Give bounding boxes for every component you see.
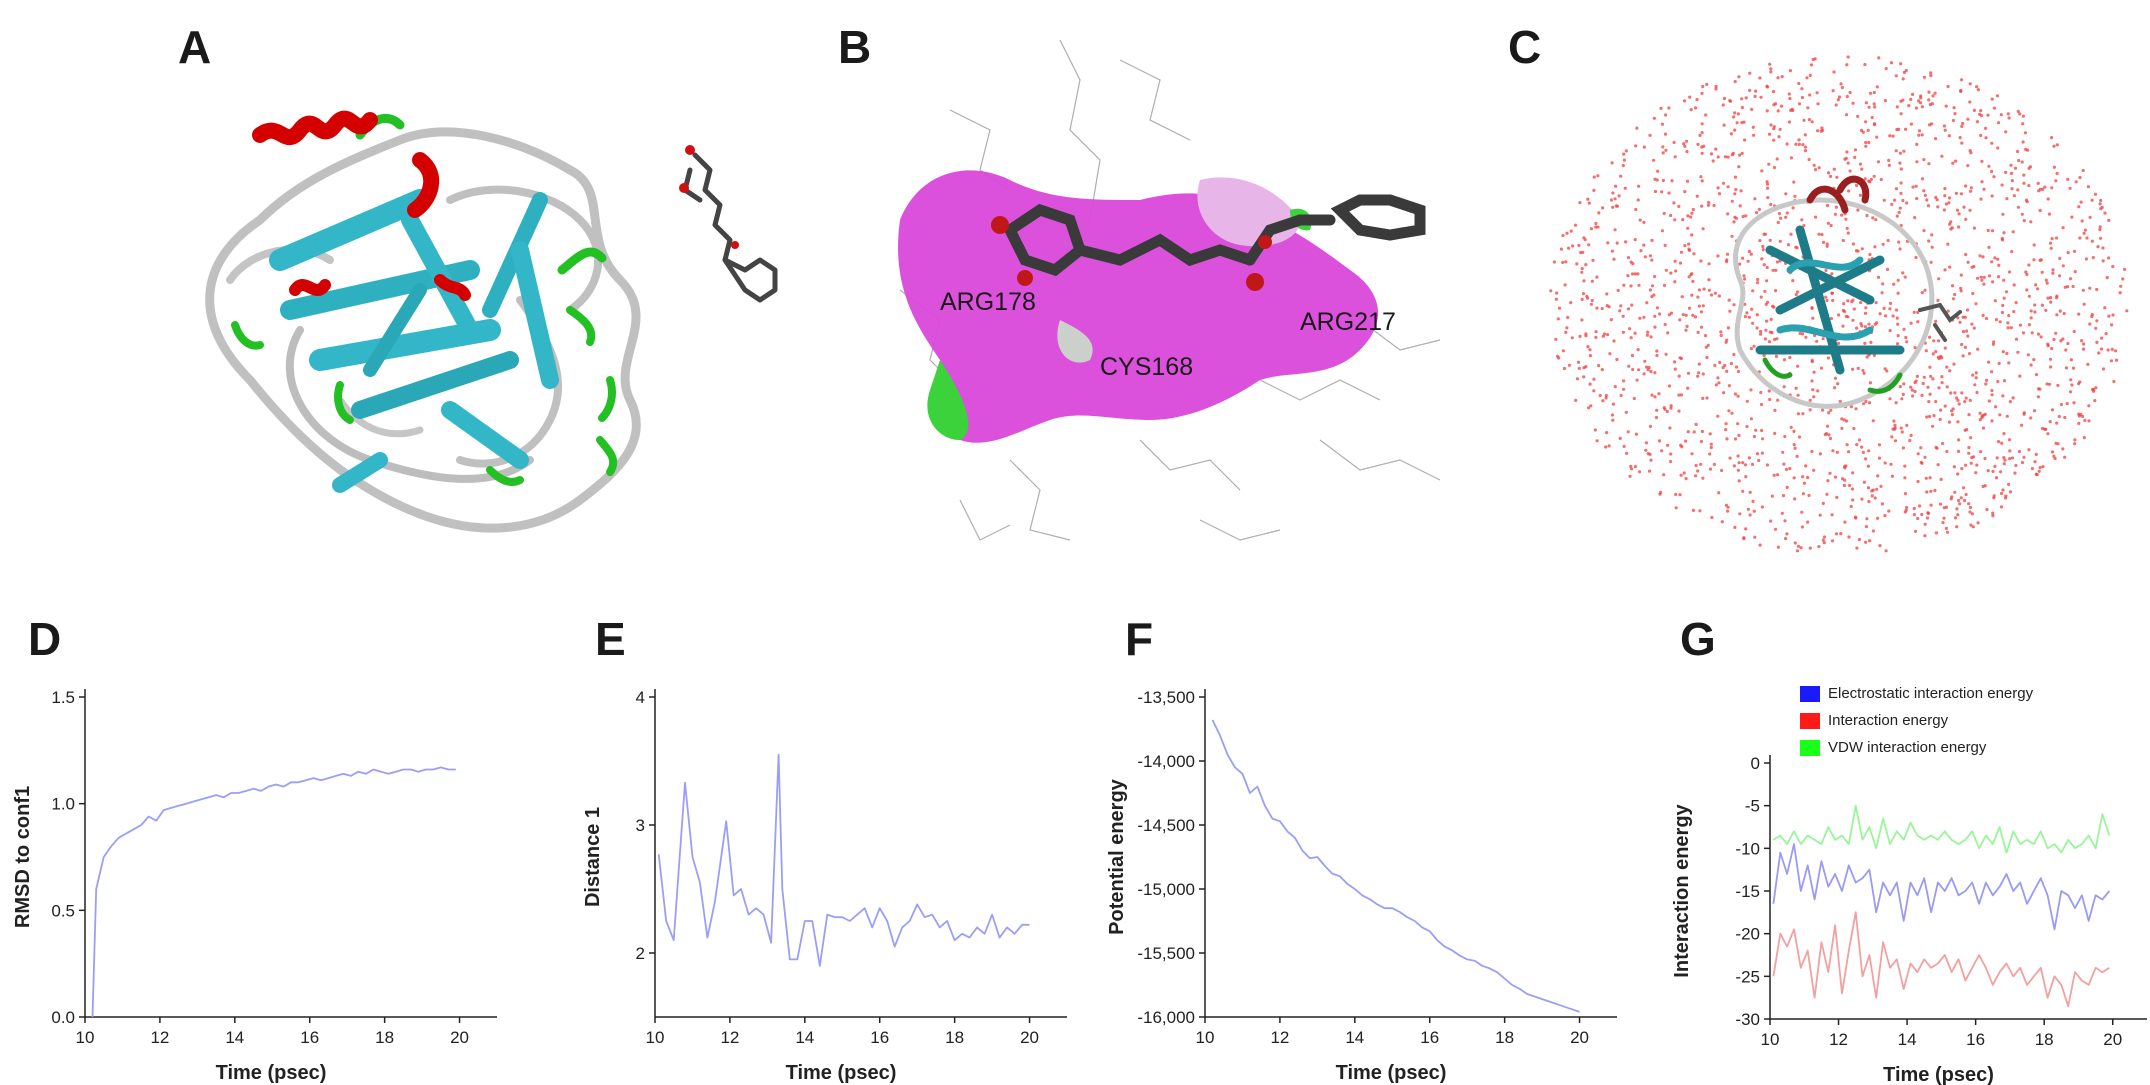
x-tick-label: 14 <box>225 1028 244 1047</box>
x-tick-label: 10 <box>1761 1030 1780 1049</box>
chart-g-series-line-2 <box>1772 911 2110 1008</box>
panel-label-g: G <box>1680 613 1716 665</box>
x-tick-label: 12 <box>1270 1028 1289 1047</box>
y-tick-label: 3 <box>636 816 645 835</box>
y-tick-label: -30 <box>1735 1010 1760 1029</box>
x-tick-label: 10 <box>646 1028 665 1047</box>
x-tick-label: 18 <box>945 1028 964 1047</box>
y-tick-label: 1.5 <box>51 688 75 707</box>
panel-label-a: A <box>178 21 212 73</box>
y-tick-label: -15,000 <box>1137 880 1195 899</box>
y-tick-label: -15,500 <box>1137 944 1195 963</box>
chart-f-y-axis-title: Potential energy <box>1106 778 1128 934</box>
legend-swatch <box>1800 712 1820 729</box>
legend-item-vdw: VDW interaction energy <box>1800 739 2033 756</box>
panel-label-c: C <box>1508 21 1542 73</box>
y-tick-label: 0.0 <box>51 1008 75 1027</box>
chart-e-x-axis-title: Time (psec) <box>786 1062 897 1084</box>
y-tick-label: -14,000 <box>1137 752 1195 771</box>
y-tick-label: 1.0 <box>51 795 75 814</box>
x-tick-label: 16 <box>1966 1030 1985 1049</box>
legend-swatch <box>1800 739 1820 756</box>
x-tick-label: 14 <box>795 1028 814 1047</box>
chart-d-series-line-1 <box>91 766 456 1018</box>
x-tick-label: 20 <box>450 1028 469 1047</box>
x-tick-label: 20 <box>1570 1028 1589 1047</box>
legend-swatch <box>1800 685 1820 702</box>
chart-f-x-axis-title: Time (psec) <box>1336 1062 1447 1084</box>
panel-label-d: D <box>28 613 62 665</box>
y-tick-label: -15 <box>1735 882 1760 901</box>
x-tick-label: 12 <box>1829 1030 1848 1049</box>
x-tick-label: 12 <box>720 1028 739 1047</box>
legend-label: VDW interaction energy <box>1828 739 1987 756</box>
legend-item-interaction: Interaction energy <box>1800 712 2033 729</box>
panel-label-e: E <box>595 613 626 665</box>
residue-label: CYS168 <box>1100 353 1193 381</box>
chart-e-series-line-1 <box>657 753 1030 967</box>
x-tick-label: 10 <box>76 1028 95 1047</box>
y-tick-label: -5 <box>1745 797 1760 816</box>
panel-label-f: F <box>1125 613 1154 665</box>
chart-e-y-axis-title: Distance 1 <box>582 807 604 907</box>
y-tick-label: 0 <box>1751 754 1760 773</box>
x-tick-label: 20 <box>2103 1030 2122 1049</box>
x-tick-label: 18 <box>1495 1028 1514 1047</box>
residue-label: ARG217 <box>1300 308 1396 336</box>
x-tick-label: 18 <box>375 1028 394 1047</box>
y-tick-label: -10 <box>1735 839 1760 858</box>
panel-label-b: B <box>838 21 872 73</box>
x-tick-label: 14 <box>1345 1028 1364 1047</box>
legend-label: Electrostatic interaction energy <box>1828 685 2034 702</box>
x-tick-label: 12 <box>150 1028 169 1047</box>
residue-label: ARG178 <box>940 288 1036 316</box>
chart-d-x-axis-title: Time (psec) <box>216 1062 327 1084</box>
y-tick-label: 2 <box>636 944 645 963</box>
y-tick-label: -13,500 <box>1137 688 1195 707</box>
x-tick-label: 10 <box>1196 1028 1215 1047</box>
y-tick-label: 0.5 <box>51 901 75 920</box>
y-tick-label: -20 <box>1735 925 1760 944</box>
chart-g-series-line-1 <box>1772 843 2110 931</box>
chart-d-y-axis-title: RMSD to conf1 <box>12 786 34 928</box>
x-tick-label: 16 <box>300 1028 319 1047</box>
x-tick-label: 16 <box>870 1028 889 1047</box>
chart-g-x-axis-title: Time (psec) <box>1883 1064 1994 1085</box>
legend-item-electrostatic: Electrostatic interaction energy <box>1800 685 2033 702</box>
x-tick-label: 16 <box>1420 1028 1439 1047</box>
chart-f-series-line-1 <box>1211 719 1580 1013</box>
legend-label: Interaction energy <box>1828 712 1949 729</box>
chart-g-legend: Electrostatic interaction energy Interac… <box>1800 685 2033 756</box>
y-tick-label: -14,500 <box>1137 816 1195 835</box>
x-tick-label: 18 <box>2035 1030 2054 1049</box>
binding-site-image: ARG178 CYS168 ARG217 <box>898 39 1441 541</box>
chart-g-y-axis-title: Interaction energy <box>1671 803 1693 977</box>
protein-ribbon-image <box>205 110 778 533</box>
x-tick-label: 20 <box>1020 1028 1039 1047</box>
y-tick-label: -25 <box>1735 967 1760 986</box>
y-tick-label: 4 <box>636 688 645 707</box>
y-tick-label: -16,000 <box>1137 1008 1195 1027</box>
x-tick-label: 14 <box>1898 1030 1917 1049</box>
chart-g-series-line-3 <box>1772 804 2111 854</box>
solvated-system-image <box>1549 55 2129 553</box>
